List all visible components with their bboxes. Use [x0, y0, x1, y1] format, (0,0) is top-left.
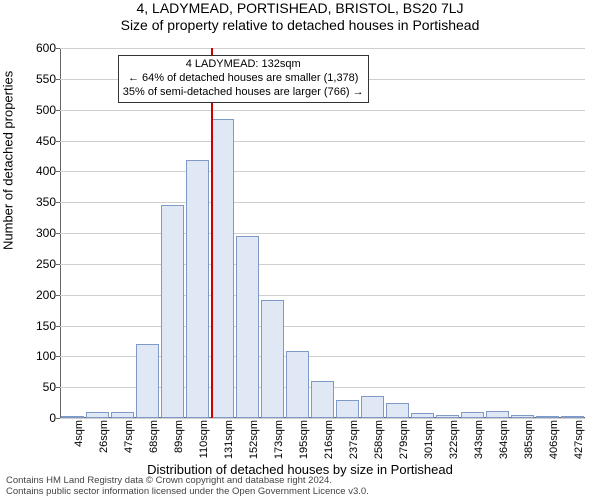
histogram-bar	[561, 416, 584, 418]
x-tick-label: 131sqm	[223, 420, 235, 459]
y-axis-title: Number of detached properties	[1, 71, 16, 250]
x-tick-label: 4sqm	[73, 420, 85, 447]
y-tick-label: 50	[43, 380, 56, 394]
plot: 0501001502002503003504004505005506004sqm…	[60, 48, 585, 418]
y-tick	[56, 387, 60, 388]
x-tick-label: 427sqm	[573, 420, 585, 459]
histogram-bar	[511, 415, 534, 418]
y-tick	[56, 202, 60, 203]
gridline	[60, 233, 585, 234]
y-tick-label: 0	[49, 411, 56, 425]
histogram-bar	[111, 412, 134, 418]
y-tick	[56, 326, 60, 327]
histogram-bar	[186, 160, 209, 418]
chart-container: 4, LADYMEAD, PORTISHEAD, BRISTOL, BS20 7…	[0, 0, 600, 500]
x-tick-label: 89sqm	[173, 420, 185, 453]
histogram-bar	[211, 119, 234, 418]
y-tick	[56, 264, 60, 265]
histogram-bar	[61, 416, 84, 418]
x-tick-label: 343sqm	[473, 420, 485, 459]
histogram-bar	[336, 400, 359, 419]
annotation-line-2: ← 64% of detached houses are smaller (1,…	[123, 72, 364, 86]
gridline	[60, 295, 585, 296]
y-tick-label: 100	[36, 349, 56, 363]
y-tick-label: 250	[36, 257, 56, 271]
histogram-bar	[536, 416, 559, 418]
gridline	[60, 326, 585, 327]
y-tick	[56, 171, 60, 172]
y-tick-label: 500	[36, 103, 56, 117]
gridline	[60, 141, 585, 142]
x-tick-label: 364sqm	[498, 420, 510, 459]
y-tick-label: 400	[36, 164, 56, 178]
y-tick-label: 350	[36, 195, 56, 209]
y-tick	[56, 418, 60, 419]
footer-line-2: Contains public sector information licen…	[6, 487, 594, 498]
y-tick-label: 550	[36, 72, 56, 86]
annotation-box: 4 LADYMEAD: 132sqm← 64% of detached hous…	[118, 55, 369, 102]
y-tick-label: 600	[36, 41, 56, 55]
histogram-bar	[161, 205, 184, 418]
gridline	[60, 264, 585, 265]
x-tick-label: 47sqm	[123, 420, 135, 453]
y-tick	[56, 79, 60, 80]
histogram-bar	[261, 300, 284, 418]
gridline	[60, 48, 585, 49]
y-tick	[56, 233, 60, 234]
x-tick-label: 406sqm	[548, 420, 560, 459]
gridline	[60, 110, 585, 111]
x-tick-label: 322sqm	[448, 420, 460, 459]
histogram-bar	[461, 412, 484, 418]
footer-attribution: Contains HM Land Registry data © Crown c…	[6, 476, 594, 498]
x-tick-label: 173sqm	[273, 420, 285, 459]
gridline	[60, 171, 585, 172]
gridline	[60, 202, 585, 203]
y-tick	[56, 141, 60, 142]
x-tick-label: 237sqm	[348, 420, 360, 459]
x-tick-label: 258sqm	[373, 420, 385, 459]
y-tick	[56, 48, 60, 49]
y-tick-label: 200	[36, 288, 56, 302]
y-tick-label: 300	[36, 226, 56, 240]
chart-title: 4, LADYMEAD, PORTISHEAD, BRISTOL, BS20 7…	[0, 0, 600, 17]
x-tick-label: 216sqm	[323, 420, 335, 459]
y-tick	[56, 356, 60, 357]
histogram-bar	[386, 403, 409, 418]
histogram-bar	[236, 236, 259, 418]
y-tick	[56, 110, 60, 111]
histogram-bar	[136, 344, 159, 418]
x-tick-label: 195sqm	[298, 420, 310, 459]
x-tick-label: 68sqm	[148, 420, 160, 453]
histogram-bar	[436, 415, 459, 418]
annotation-line-1: 4 LADYMEAD: 132sqm	[123, 58, 364, 72]
histogram-bar	[361, 396, 384, 418]
x-tick-label: 26sqm	[98, 420, 110, 453]
y-tick	[56, 295, 60, 296]
histogram-bar	[411, 413, 434, 418]
histogram-bar	[286, 351, 309, 418]
x-tick-label: 152sqm	[248, 420, 260, 459]
x-tick-label: 301sqm	[423, 420, 435, 459]
x-tick-label: 110sqm	[198, 420, 210, 458]
chart-subtitle: Size of property relative to detached ho…	[0, 17, 600, 34]
plot-area: 0501001502002503003504004505005506004sqm…	[60, 48, 585, 418]
y-tick-label: 450	[36, 134, 56, 148]
x-tick-label: 385sqm	[523, 420, 535, 459]
histogram-bar	[86, 412, 109, 418]
annotation-line-3: 35% of semi-detached houses are larger (…	[123, 86, 364, 100]
marker-line	[211, 48, 213, 418]
histogram-bar	[311, 381, 334, 418]
gridline	[60, 418, 585, 419]
x-tick-label: 279sqm	[398, 420, 410, 459]
y-tick-label: 150	[36, 319, 56, 333]
histogram-bar	[486, 411, 509, 418]
